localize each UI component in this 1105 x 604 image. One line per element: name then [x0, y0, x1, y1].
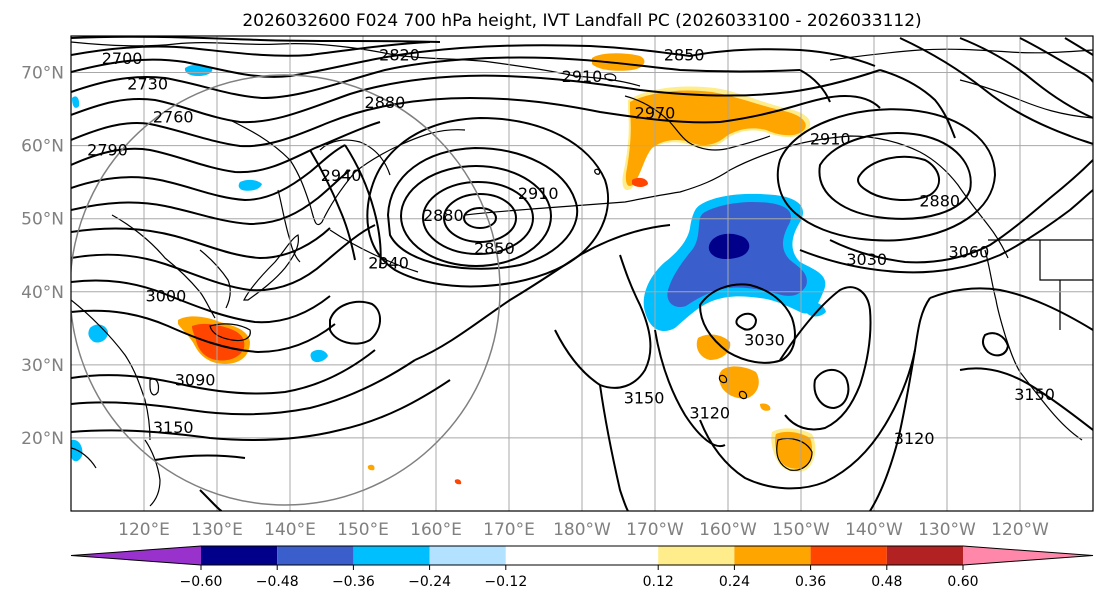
longitude-label: 120°E: [118, 520, 170, 540]
colorbar-segment: [201, 546, 278, 565]
colorbar-segment: [429, 546, 506, 565]
contour-label: 2910: [518, 184, 559, 203]
colorbar-extend-max: [963, 546, 1093, 565]
contour-label: 2910: [810, 129, 851, 148]
contour-label: 3150: [624, 389, 665, 408]
shading-pos-patch: [454, 479, 462, 485]
landfall-radius-circle: [71, 74, 501, 506]
shading-pos-patch: [760, 403, 771, 411]
longitude-label: 130°E: [191, 520, 243, 540]
contour-label: 2850: [474, 239, 515, 258]
map-frame: [70, 35, 1094, 512]
contour-label: 2790: [87, 140, 128, 159]
latitude-label: 50°N: [21, 210, 64, 230]
longitude-label: 140°E: [264, 520, 316, 540]
contour-label: 3120: [689, 403, 730, 422]
shading-neg-patch: [72, 96, 80, 108]
longitude-labels: 120°E 130°E 140°E 150°E 160°E 170°E 180°W 170°W…: [118, 520, 1049, 540]
shading-pos-patch: [367, 464, 375, 471]
latitude-label: 70°N: [21, 64, 64, 84]
contour-label: 2880: [919, 191, 960, 210]
height-contours: [71, 36, 1093, 511]
contour-label: 2910: [562, 67, 603, 86]
map-area: 2700 2730 2760 2790 2820 2850 2880 2910 2970 2910…: [70, 35, 1094, 512]
contour-label: 2730: [127, 75, 168, 94]
colorbar-tick-label: −0.24: [408, 574, 451, 590]
colorbar-segment: [886, 546, 963, 565]
colorbar-tick-label: 0.24: [719, 574, 750, 590]
latitude-label: 60°N: [21, 137, 64, 157]
longitude-label: 130°W: [918, 520, 976, 540]
colorbar-segment: [810, 546, 887, 565]
shading-pos-orange-top: [592, 53, 645, 71]
shading-neg-patch: [238, 179, 262, 191]
colorbar-tick-label: 0.36: [795, 574, 826, 590]
contour-label: 2880: [423, 206, 464, 225]
colorbar-segment: [505, 546, 659, 565]
longitude-label: 150°E: [337, 520, 389, 540]
shading-neg-patch: [310, 349, 328, 363]
contour-label: 3150: [1014, 385, 1055, 404]
longitude-label: 150°W: [772, 520, 830, 540]
longitude-label: 170°W: [626, 520, 684, 540]
shading-pos-red-dot: [632, 177, 648, 187]
colorbar-segment: [734, 546, 811, 565]
shading-pos-red-japan: [192, 323, 245, 361]
shading-pos-patch: [775, 431, 812, 469]
longitude-label: 120°W: [991, 520, 1049, 540]
longitude-label: 140°W: [845, 520, 903, 540]
contour-label: 3150: [153, 418, 194, 437]
colorbar-tick-label: −0.36: [332, 574, 375, 590]
colorbar-segment: [277, 546, 354, 565]
contour-label: 3030: [846, 250, 887, 269]
contour-labels: 2700 2730 2760 2790 2820 2850 2880 2910 2970 2910…: [87, 45, 1055, 448]
contour-label: 2940: [321, 166, 362, 185]
contour-label: 3000: [146, 286, 187, 305]
contour-label: 3030: [744, 330, 785, 349]
contour-label: 3090: [175, 370, 216, 389]
latitude-label: 30°N: [21, 356, 64, 376]
contour-label: 2820: [379, 45, 420, 64]
figure-title: 2026032600 F024 700 hPa height, IVT Land…: [242, 11, 921, 31]
colorbar-tick-label: 0.60: [947, 574, 978, 590]
contour-label: 2970: [635, 104, 676, 123]
contour-label: 3060: [949, 243, 990, 262]
colorbar-tick-label: 0.12: [643, 574, 674, 590]
colorbar-tick-label: −0.12: [484, 574, 527, 590]
colorbar-segment: [353, 546, 430, 565]
contour-label: 2850: [664, 45, 705, 64]
longitude-label: 160°E: [410, 520, 462, 540]
colorbar-segment: [658, 546, 735, 565]
colorbar-tick-label: 0.48: [871, 574, 902, 590]
latitude-label: 40°N: [21, 283, 64, 303]
contour-label: 2940: [368, 254, 409, 273]
shading-pos-patch: [719, 366, 759, 399]
shading-pos-patch: [696, 334, 731, 360]
contour-label: 3120: [894, 429, 935, 448]
longitude-label: 180°W: [553, 520, 611, 540]
colorbar: −0.60 −0.48 −0.36 −0.24 −0.12 0.12 0.24 0.36 0.4…: [70, 545, 1094, 590]
contour-label: 2880: [365, 93, 406, 112]
shading-neg-patch: [184, 64, 213, 76]
longitude-label: 160°W: [699, 520, 757, 540]
contour-label: 2760: [153, 107, 194, 126]
contour-label: 2700: [102, 49, 143, 68]
colorbar-tick-label: −0.48: [256, 574, 299, 590]
longitude-label: 170°E: [483, 520, 535, 540]
shading-neg-patch: [806, 301, 826, 317]
latitude-labels: 20°N 30°N 40°N 50°N 60°N 70°N: [21, 64, 64, 449]
shading-neg-navy: [708, 233, 750, 259]
latitude-label: 20°N: [21, 429, 64, 449]
colorbar-extend-min: [71, 546, 201, 565]
colorbar-tick-label: −0.60: [180, 574, 223, 590]
